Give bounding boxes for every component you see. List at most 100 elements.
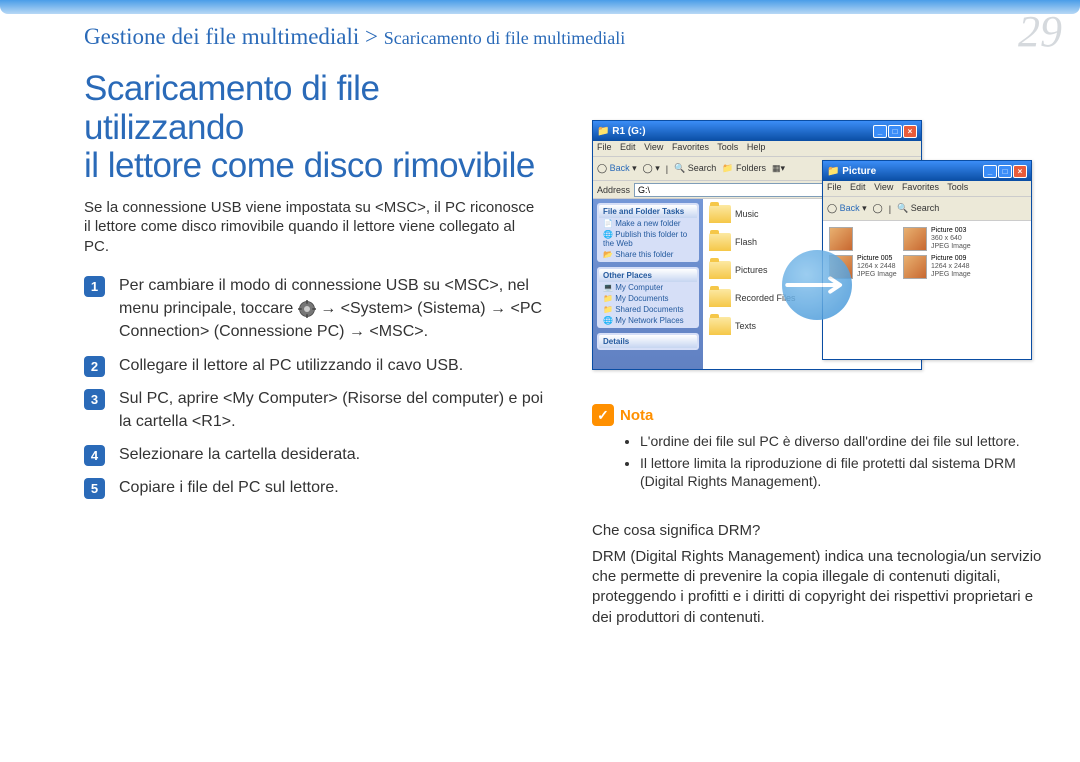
panel-item: 📁 My Documents <box>599 293 697 304</box>
explorer-window-picture: 📁 Picture _ □ × File Edit View Favorites… <box>822 160 1032 360</box>
note-section: Nota L'ordine dei file sul PC è diverso … <box>592 404 1044 491</box>
step-text: Per cambiare il modo di connessione USB … <box>119 274 544 344</box>
gear-icon <box>298 300 316 318</box>
menu-item: Help <box>747 142 766 152</box>
titlebar: 📁 Picture _ □ × <box>823 161 1031 181</box>
folder-icon <box>709 205 731 223</box>
menu-item: Tools <box>717 142 738 152</box>
menu-item: Tools <box>947 182 968 192</box>
breadcrumb-main: Gestione dei file multimediali <box>84 24 359 49</box>
side-panel: File and Folder Tasks 📄 Make a new folde… <box>597 203 699 262</box>
step-number: 2 <box>84 356 105 377</box>
image-icon <box>829 227 853 251</box>
panel-item: 🌐 Publish this folder to the Web <box>599 229 697 249</box>
folder-icon <box>709 261 731 279</box>
maximize-icon: □ <box>998 165 1012 178</box>
tasks-sidebar: File and Folder Tasks 📄 Make a new folde… <box>593 199 703 369</box>
thumbnail: Picture 0091264 x 2448JPEG Image <box>903 255 973 279</box>
panel-item: 📁 Shared Documents <box>599 304 697 315</box>
menu-item: View <box>644 142 663 152</box>
page-heading: Scaricamento di file utilizzando il lett… <box>84 70 544 186</box>
breadcrumb-sep: > <box>359 24 383 49</box>
fwd-button: ◯ ▾ <box>643 163 660 174</box>
breadcrumb: Gestione dei file multimediali > Scarica… <box>84 24 625 50</box>
menu-item: File <box>827 182 842 192</box>
thumbnails: Picture 003360 x 640JPEG Image Picture 0… <box>823 221 1031 359</box>
menu-item: Edit <box>850 182 866 192</box>
drm-section: Che cosa significa DRM? DRM (Digital Rig… <box>592 521 1044 628</box>
menubar: File Edit View Favorites Tools <box>823 181 1031 197</box>
folders-button: 📁 Folders <box>722 163 766 174</box>
page-number: 29 <box>1018 6 1062 57</box>
step-text: Selezionare la cartella desiderata. <box>119 443 360 466</box>
side-panel: Details <box>597 333 699 350</box>
thumbnail: Picture 003360 x 640JPEG Image <box>903 227 973 251</box>
search-button: 🔍 Search <box>897 203 939 214</box>
image-icon <box>903 227 927 251</box>
folder-icon <box>709 233 731 251</box>
image-icon <box>903 255 927 279</box>
window-buttons: _ □ × <box>983 165 1027 178</box>
window-buttons: _ □ × <box>873 125 917 138</box>
folder-icon <box>709 289 731 307</box>
right-column: 📁 R1 (G:) _ □ × File Edit View Favorites… <box>592 120 1044 628</box>
step-text: Collegare il lettore al PC utilizzando i… <box>119 354 463 377</box>
minimize-icon: _ <box>873 125 887 138</box>
panel-header: File and Folder Tasks <box>599 205 697 218</box>
step-text: Copiare i file del PC sul lettore. <box>119 476 339 499</box>
step-number: 4 <box>84 445 105 466</box>
drag-arrow-graphic <box>782 250 852 320</box>
main-column: Scaricamento di file utilizzando il lett… <box>84 70 544 510</box>
heading-line1: Scaricamento di file utilizzando <box>84 69 379 147</box>
step-3: 3 Sul PC, aprire <My Computer> (Risorse … <box>84 387 544 433</box>
maximize-icon: □ <box>888 125 902 138</box>
top-accent-bar <box>0 0 1080 14</box>
views-button: ▦▾ <box>772 163 785 174</box>
drm-answer: DRM (Digital Rights Management) indica u… <box>592 547 1044 628</box>
step-number: 1 <box>84 276 105 297</box>
note-header: Nota <box>592 404 653 426</box>
back-button: ◯ Back ▾ <box>597 163 637 174</box>
note-label: Nota <box>620 407 653 424</box>
steps-list: 1 Per cambiare il modo di connessione US… <box>84 274 544 500</box>
panel-header: Other Places <box>599 269 697 282</box>
drm-question: Che cosa significa DRM? <box>592 521 1044 541</box>
step-2: 2 Collegare il lettore al PC utilizzando… <box>84 354 544 377</box>
heading-line2: il lettore come disco rimovibile <box>84 146 535 185</box>
menu-item: Favorites <box>902 182 939 192</box>
menu-item: File <box>597 142 612 152</box>
menubar: File Edit View Favorites Tools Help <box>593 141 921 157</box>
search-button: 🔍 Search <box>674 163 716 174</box>
window-title: 📁 Picture <box>827 166 876 177</box>
panel-item: 📄 Make a new folder <box>599 218 697 229</box>
address-label: Address <box>597 185 630 195</box>
panel-item: 📂 Share this folder <box>599 249 697 260</box>
step-5: 5 Copiare i file del PC sul lettore. <box>84 476 544 499</box>
step-4: 4 Selezionare la cartella desiderata. <box>84 443 544 466</box>
close-icon: × <box>1013 165 1027 178</box>
note-icon <box>592 404 614 426</box>
breadcrumb-sub: Scaricamento di file multimediali <box>384 28 625 48</box>
folder-icon <box>709 317 731 335</box>
note-bullet: Il lettore limita la riproduzione di fil… <box>640 454 1044 490</box>
titlebar: 📁 R1 (G:) _ □ × <box>593 121 921 141</box>
back-button: ◯ Back ▾ <box>827 203 867 214</box>
panel-item: 💻 My Computer <box>599 282 697 293</box>
menu-item: View <box>874 182 893 192</box>
fwd-button: ◯ <box>873 203 883 214</box>
panel-item: 🌐 My Network Places <box>599 315 697 326</box>
step-number: 5 <box>84 478 105 499</box>
panel-header: Details <box>599 335 697 348</box>
note-bullets: L'ordine dei file sul PC è diverso dall'… <box>592 432 1044 491</box>
note-bullet: L'ordine dei file sul PC è diverso dall'… <box>640 432 1044 450</box>
step-text: Sul PC, aprire <My Computer> (Risorse de… <box>119 387 544 433</box>
menu-item: Favorites <box>672 142 709 152</box>
explorer-screenshot: 📁 R1 (G:) _ □ × File Edit View Favorites… <box>592 120 1032 380</box>
close-icon: × <box>903 125 917 138</box>
menu-item: Edit <box>620 142 636 152</box>
window-body: Picture 003360 x 640JPEG Image Picture 0… <box>823 221 1031 359</box>
toolbar: ◯ Back ▾ ◯ | 🔍 Search <box>823 197 1031 221</box>
intro-text: Se la connessione USB viene impostata su… <box>84 198 544 257</box>
side-panel: Other Places 💻 My Computer 📁 My Document… <box>597 267 699 328</box>
thumbnail <box>829 227 899 251</box>
